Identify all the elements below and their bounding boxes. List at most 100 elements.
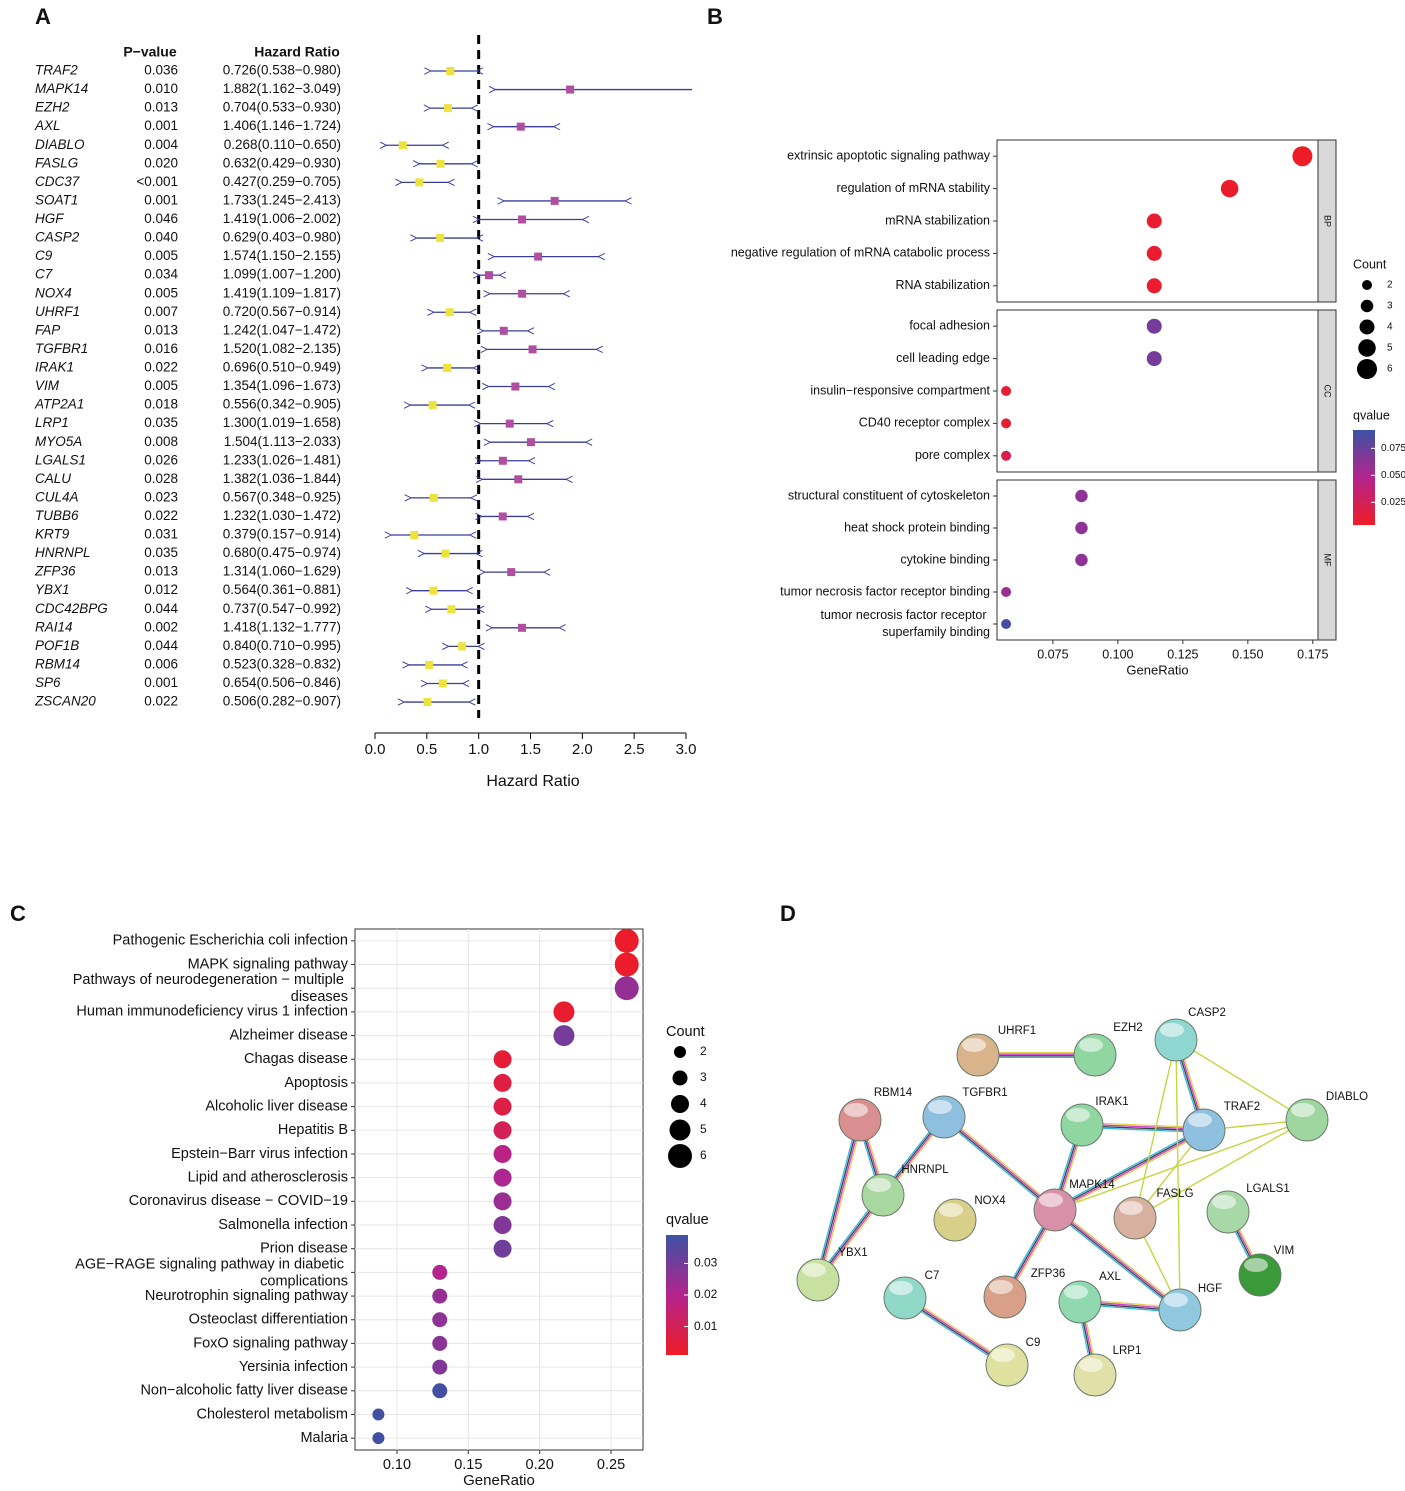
node-highlight bbox=[1079, 1038, 1103, 1052]
hr-label: 1.300(1.019−1.658) bbox=[223, 415, 341, 430]
x-tick-label: 0.175 bbox=[1297, 647, 1328, 661]
network-edge bbox=[1134, 1119, 1308, 1219]
category-label: Osteoclast differentiation bbox=[189, 1312, 348, 1328]
hr-point bbox=[518, 215, 527, 224]
category-label: cell leading edge bbox=[896, 351, 990, 365]
gene-label: HNRNPL bbox=[35, 545, 91, 560]
dot bbox=[493, 1168, 512, 1187]
dot bbox=[553, 1025, 575, 1047]
dot bbox=[1001, 450, 1012, 461]
dot bbox=[493, 1073, 512, 1092]
category-label: mRNA stabilization bbox=[885, 213, 990, 227]
hr-point bbox=[507, 568, 516, 577]
gene-label: AXL bbox=[34, 118, 61, 133]
node-highlight bbox=[1291, 1103, 1315, 1117]
category-label: heat shock protein binding bbox=[844, 520, 990, 534]
gene-label: FASLG bbox=[35, 155, 78, 170]
hr-label: 0.680(0.475−0.974) bbox=[223, 545, 341, 560]
column-header: Hazard Ratio bbox=[254, 44, 340, 60]
p-value: 0.013 bbox=[144, 100, 178, 115]
p-value: 0.034 bbox=[144, 267, 178, 282]
network-edge bbox=[1134, 1039, 1177, 1219]
node-highlight bbox=[991, 1348, 1015, 1362]
category-label: Pathogenic Escherichia coli infection bbox=[113, 933, 348, 949]
hr-label: 1.520(1.082−2.135) bbox=[223, 341, 341, 356]
colorbar-label: 0.025 bbox=[1381, 497, 1405, 508]
category-label: RNA stabilization bbox=[896, 278, 991, 292]
dot bbox=[614, 952, 639, 977]
gene-label: NOX4 bbox=[35, 285, 72, 300]
gene-label: RAI14 bbox=[35, 619, 73, 634]
legend-dot bbox=[672, 1070, 688, 1086]
hr-point bbox=[445, 308, 454, 317]
dot bbox=[432, 1383, 448, 1399]
legend-dot bbox=[671, 1095, 689, 1113]
facet-label: BP bbox=[1323, 215, 1333, 227]
category-label: extrinsic apoptotic signaling pathway bbox=[787, 148, 991, 162]
hr-point bbox=[484, 271, 493, 280]
p-value: 0.040 bbox=[144, 230, 178, 245]
node-highlight bbox=[1212, 1195, 1236, 1209]
hr-point bbox=[516, 122, 525, 131]
node-label: HGF bbox=[1198, 1283, 1222, 1295]
category-label: focal adhesion bbox=[909, 318, 990, 332]
network-edge bbox=[1053, 1211, 1179, 1313]
node-label: VIM bbox=[1274, 1245, 1294, 1257]
p-value: 0.044 bbox=[144, 638, 178, 653]
hr-point bbox=[436, 159, 445, 168]
network-edge bbox=[1175, 1039, 1181, 1311]
hr-point bbox=[429, 493, 438, 502]
x-tick-label: 1.5 bbox=[520, 741, 541, 758]
hr-label: 0.379(0.157−0.914) bbox=[223, 527, 341, 542]
gene-label: LGALS1 bbox=[35, 452, 86, 467]
hr-label: 1.882(1.162−3.049) bbox=[223, 81, 341, 96]
node-highlight bbox=[802, 1263, 826, 1277]
hr-label: 1.099(1.007−1.200) bbox=[223, 267, 341, 282]
legend-title: Count bbox=[1353, 257, 1387, 271]
dot bbox=[493, 1216, 512, 1235]
p-value: 0.020 bbox=[144, 155, 178, 170]
gene-label: LRP1 bbox=[35, 415, 69, 430]
p-value: 0.023 bbox=[144, 489, 178, 504]
gene-label: MAPK14 bbox=[35, 81, 88, 96]
node-highlight bbox=[1164, 1293, 1188, 1307]
p-value: 0.008 bbox=[144, 434, 178, 449]
dot bbox=[1146, 245, 1162, 261]
node-highlight bbox=[1079, 1358, 1103, 1372]
panel-label: A bbox=[35, 4, 51, 29]
x-tick-label: 0.20 bbox=[526, 1457, 554, 1473]
gene-label: UHRF1 bbox=[35, 304, 80, 319]
panel-label: B bbox=[707, 4, 723, 29]
x-tick-label: 2.5 bbox=[624, 741, 645, 758]
gene-label: CDC37 bbox=[35, 174, 80, 189]
dot bbox=[1146, 351, 1162, 367]
column-header: P−value bbox=[123, 44, 177, 60]
node-label: LRP1 bbox=[1113, 1345, 1142, 1357]
legend-label: 3 bbox=[1387, 301, 1393, 312]
p-value: <0.001 bbox=[136, 174, 178, 189]
gene-label: EZH2 bbox=[35, 100, 70, 115]
colorbar-label: 0.03 bbox=[694, 1256, 718, 1270]
legend-label: 4 bbox=[700, 1096, 707, 1110]
node-highlight bbox=[1188, 1113, 1212, 1127]
hr-point bbox=[498, 456, 507, 465]
x-tick-label: 0.5 bbox=[416, 741, 437, 758]
p-value: 0.035 bbox=[144, 545, 178, 560]
hr-point bbox=[517, 623, 526, 632]
category-label: Prion disease bbox=[260, 1241, 348, 1257]
category-label: structural constituent of cytoskeleton bbox=[788, 488, 990, 502]
node-label: NOX4 bbox=[974, 1195, 1006, 1207]
node-label: C7 bbox=[925, 1270, 940, 1282]
category-label: Malaria bbox=[300, 1430, 348, 1446]
node-label: EZH2 bbox=[1113, 1022, 1142, 1034]
network-edge bbox=[1055, 1131, 1206, 1213]
hr-label: 1.418(1.132−1.777) bbox=[223, 619, 341, 634]
gene-label: ZFP36 bbox=[34, 564, 76, 579]
category-label: Epstein−Barr virus infection bbox=[171, 1146, 348, 1162]
p-value: 0.046 bbox=[144, 211, 178, 226]
hr-point bbox=[441, 549, 450, 558]
category-label: CD40 receptor complex bbox=[859, 416, 991, 430]
network-edge bbox=[1055, 1130, 1205, 1212]
p-value: 0.013 bbox=[144, 322, 178, 337]
hr-point bbox=[498, 512, 507, 521]
